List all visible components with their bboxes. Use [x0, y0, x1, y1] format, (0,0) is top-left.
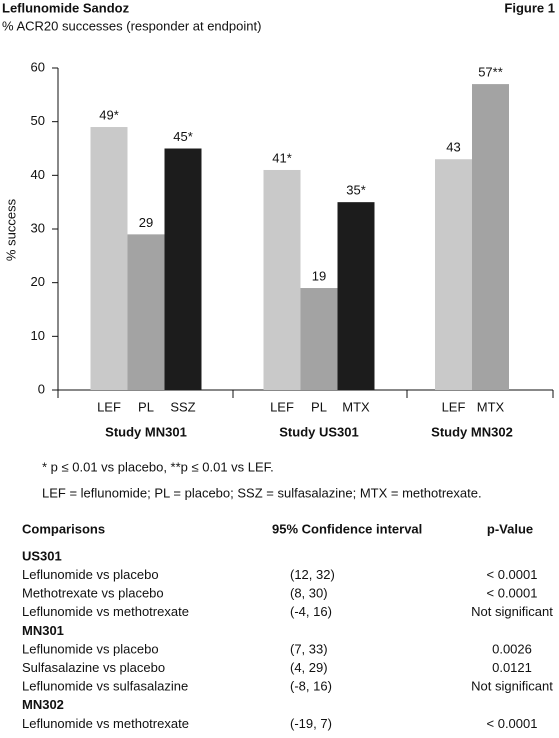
- section-title: MN301: [22, 623, 64, 638]
- p-value: < 0.0001: [487, 586, 538, 601]
- table-header: p-Value: [487, 521, 533, 536]
- value-label: 41*: [272, 150, 292, 165]
- comparison: Leflunomide vs methotrexate: [22, 604, 189, 619]
- y-tick-label: 60: [31, 59, 45, 74]
- confidence-interval: (4, 29): [290, 660, 328, 675]
- figure-label: Figure 1: [504, 0, 555, 15]
- p-value: Not significant: [471, 679, 553, 694]
- value-label: 29: [139, 215, 153, 230]
- section-title: MN302: [22, 697, 64, 712]
- p-value: 0.0026: [492, 641, 532, 656]
- value-label: 35*: [346, 183, 366, 198]
- category-label: MTX: [342, 399, 370, 414]
- category-label: PL: [311, 399, 327, 414]
- value-label: 43: [446, 140, 460, 155]
- comparison: Methotrexate vs placebo: [22, 586, 164, 601]
- category-label: LEF: [97, 399, 121, 414]
- confidence-interval: (-19, 7): [290, 716, 332, 731]
- category-label: PL: [138, 399, 154, 414]
- comparison: Sulfasalazine vs placebo: [22, 660, 165, 675]
- y-tick-label: 30: [31, 220, 45, 235]
- comparison: Leflunomide vs placebo: [22, 567, 159, 582]
- category-label: SSZ: [170, 399, 195, 414]
- p-value: 0.0121: [492, 660, 532, 675]
- category-label: MTX: [477, 399, 505, 414]
- value-label: 45*: [173, 129, 193, 144]
- confidence-interval: (7, 33): [290, 641, 328, 656]
- confidence-interval: (8, 30): [290, 586, 328, 601]
- bar: [300, 288, 338, 390]
- group-label: Study MN302: [431, 424, 513, 439]
- section-title: US301: [22, 548, 62, 563]
- footnote: * p ≤ 0.01 vs placebo, **p ≤ 0.01 vs LEF…: [42, 459, 274, 474]
- subtitle: % ACR20 successes (responder at endpoint…: [2, 18, 261, 33]
- y-tick-label: 0: [38, 381, 45, 396]
- comparison: Leflunomide vs placebo: [22, 641, 159, 656]
- confidence-interval: (-8, 16): [290, 679, 332, 694]
- table-header: 95% Confidence interval: [272, 521, 422, 536]
- y-tick-label: 10: [31, 328, 45, 343]
- bar: [127, 234, 165, 390]
- bar: [472, 84, 509, 390]
- category-label: LEF: [442, 399, 466, 414]
- category-label: LEF: [270, 399, 294, 414]
- footnote: LEF = leflunomide; PL = placebo; SSZ = s…: [42, 485, 482, 500]
- comparison: Leflunomide vs sulfasalazine: [22, 679, 188, 694]
- group-label: Study MN301: [105, 424, 187, 439]
- bar: [164, 148, 202, 390]
- p-value: < 0.0001: [487, 567, 538, 582]
- value-label: 49*: [99, 107, 119, 122]
- group-label: Study US301: [279, 424, 358, 439]
- title: Leflunomide Sandoz: [2, 0, 130, 15]
- bar: [90, 127, 128, 391]
- value-label: 57**: [478, 65, 503, 80]
- y-tick-label: 20: [31, 274, 45, 289]
- value-label: 19: [312, 268, 326, 283]
- bar: [337, 202, 375, 390]
- y-axis-label: % success: [3, 198, 18, 261]
- comparison: Leflunomide vs methotrexate: [22, 716, 189, 731]
- bar: [435, 159, 472, 390]
- bar: [263, 169, 301, 390]
- confidence-interval: (12, 32): [290, 567, 335, 582]
- confidence-interval: (-4, 16): [290, 604, 332, 619]
- y-tick-label: 40: [31, 167, 45, 182]
- y-tick-label: 50: [31, 113, 45, 128]
- table-header: Comparisons: [22, 521, 105, 536]
- p-value: Not significant: [471, 604, 553, 619]
- p-value: < 0.0001: [487, 716, 538, 731]
